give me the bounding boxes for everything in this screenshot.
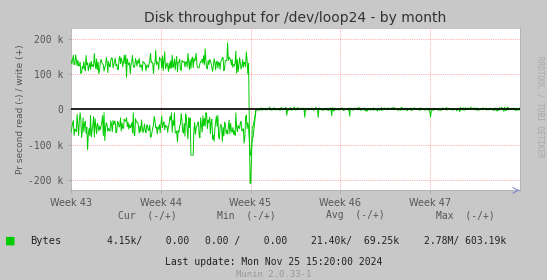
Text: 0.00 /    0.00: 0.00 / 0.00 (205, 235, 287, 246)
Text: 21.40k/  69.25k: 21.40k/ 69.25k (311, 235, 400, 246)
Text: Avg  (-/+): Avg (-/+) (326, 210, 385, 220)
Text: Max  (-/+): Max (-/+) (435, 210, 494, 220)
Title: Disk throughput for /dev/loop24 - by month: Disk throughput for /dev/loop24 - by mon… (144, 11, 446, 25)
Text: Min  (-/+): Min (-/+) (217, 210, 276, 220)
Text: Cur  (-/+): Cur (-/+) (118, 210, 177, 220)
Y-axis label: Pr second read (-) / write (+): Pr second read (-) / write (+) (16, 45, 26, 174)
Text: Munin 2.0.33-1: Munin 2.0.33-1 (236, 270, 311, 279)
Text: 4.15k/    0.00: 4.15k/ 0.00 (107, 235, 189, 246)
Text: Bytes: Bytes (30, 236, 61, 246)
Text: 2.78M/ 603.19k: 2.78M/ 603.19k (424, 235, 506, 246)
Text: RRDTOOL / TOBI OETIKER: RRDTOOL / TOBI OETIKER (536, 55, 544, 157)
Text: Last update: Mon Nov 25 15:20:00 2024: Last update: Mon Nov 25 15:20:00 2024 (165, 256, 382, 267)
Text: ■: ■ (5, 236, 16, 246)
